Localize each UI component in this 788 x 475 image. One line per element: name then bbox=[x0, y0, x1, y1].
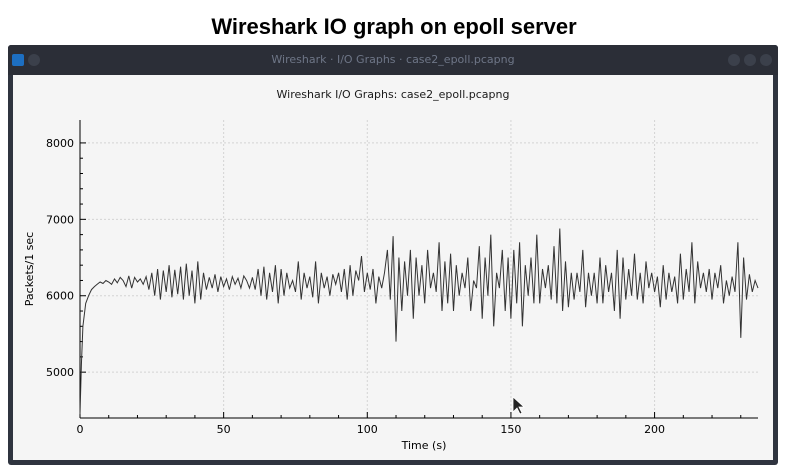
app-icon bbox=[12, 54, 24, 66]
window-title: Wireshark · I/O Graphs · case2_epoll.pca… bbox=[271, 53, 515, 66]
packets-series-line bbox=[79, 228, 759, 415]
y-tick-label: 5000 bbox=[46, 366, 74, 379]
minimize-icon[interactable] bbox=[728, 54, 740, 66]
io-graph-window: Wireshark · I/O Graphs · case2_epoll.pca… bbox=[8, 45, 778, 465]
y-tick-label: 7000 bbox=[46, 213, 74, 226]
y-axis-label: Packets/1 sec bbox=[23, 232, 36, 306]
x-tick-label: 150 bbox=[500, 423, 521, 436]
mouse-cursor-icon bbox=[512, 396, 526, 415]
y-tick-label: 6000 bbox=[46, 290, 74, 303]
close-icon[interactable] bbox=[760, 54, 772, 66]
x-tick-label: 100 bbox=[357, 423, 378, 436]
window-titlebar[interactable]: Wireshark · I/O Graphs · case2_epoll.pca… bbox=[8, 45, 778, 75]
x-tick-label: 200 bbox=[644, 423, 665, 436]
x-tick-label: 0 bbox=[77, 423, 84, 436]
x-axis-label: Time (s) bbox=[401, 439, 447, 452]
x-tick-label: 50 bbox=[217, 423, 231, 436]
io-graph-plot-area[interactable]: Wireshark I/O Graphs: case2_epoll.pcapng… bbox=[13, 75, 773, 460]
slide-title: Wireshark IO graph on epoll server bbox=[211, 14, 577, 39]
maximize-icon[interactable] bbox=[744, 54, 756, 66]
io-graph-chart[interactable]: 5000 6000 7000 8000 0 50 100 150 200 Time (s) Pack… bbox=[13, 75, 773, 460]
plot-title: Wireshark I/O Graphs: case2_epoll.pcapng bbox=[276, 88, 510, 101]
y-tick-label: 8000 bbox=[46, 137, 74, 150]
window-menu-icon[interactable] bbox=[28, 54, 40, 66]
